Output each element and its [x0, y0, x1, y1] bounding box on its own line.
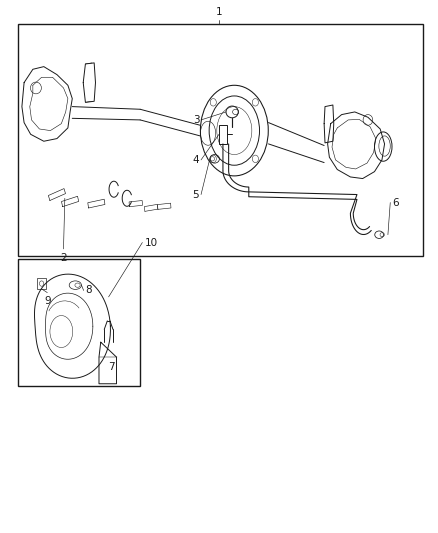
- Text: 6: 6: [392, 198, 399, 207]
- Bar: [18, 24, 423, 256]
- Text: 10: 10: [145, 238, 158, 247]
- Text: 9: 9: [44, 296, 51, 306]
- Text: 3: 3: [193, 115, 199, 125]
- Text: 7: 7: [108, 362, 115, 373]
- Text: 5: 5: [193, 190, 199, 199]
- Text: 4: 4: [193, 155, 199, 165]
- Text: 2: 2: [60, 253, 67, 263]
- Bar: [219, 125, 227, 144]
- Bar: [18, 259, 140, 386]
- Text: 1: 1: [215, 7, 223, 17]
- Bar: [37, 278, 46, 289]
- Text: 8: 8: [85, 286, 92, 295]
